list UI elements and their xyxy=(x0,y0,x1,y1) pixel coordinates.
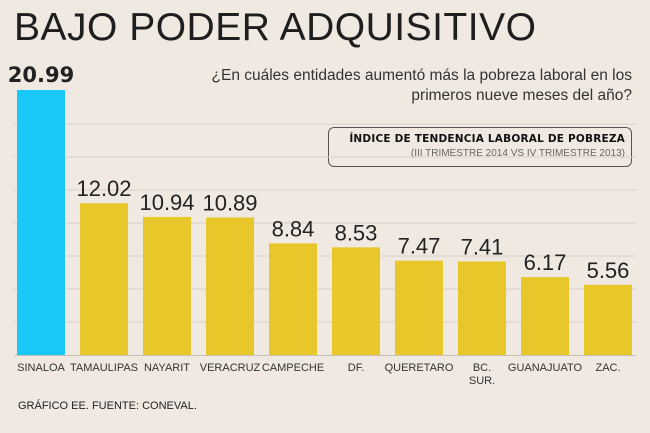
category-label: TAMAULIPAS xyxy=(70,362,138,374)
category-label: VERACRUZ xyxy=(200,362,261,374)
index-subtitle: (III TRIMESTRE 2014 VS IV TRIMESTRE 2013… xyxy=(410,148,625,159)
bar xyxy=(332,247,380,355)
bar xyxy=(80,203,128,355)
bar-value-label: 5.56 xyxy=(587,258,630,283)
bar xyxy=(395,260,443,355)
bar-value-label: 20.99 xyxy=(8,63,74,87)
bar xyxy=(584,284,632,355)
category-label: BC. xyxy=(473,362,491,374)
bar-value-label: 10.89 xyxy=(202,191,257,216)
bar-value-label: 6.17 xyxy=(524,250,567,275)
bar xyxy=(521,277,569,355)
category-label: CAMPECHE xyxy=(262,362,324,374)
bar-value-label: 7.41 xyxy=(461,234,504,259)
category-label: SUR. xyxy=(469,375,495,387)
bar xyxy=(206,217,254,355)
category-label: GUANAJUATO xyxy=(508,362,583,374)
bar-value-label: 10.94 xyxy=(139,190,194,215)
source-note: GRÁFICO EE. FUENTE: CONEVAL. xyxy=(18,400,197,412)
bar xyxy=(269,243,317,355)
bar xyxy=(143,216,191,355)
bar-value-label: 8.53 xyxy=(335,220,378,245)
bar-value-label: 12.02 xyxy=(76,176,131,201)
chart-title: BAJO PODER ADQUISITIVO xyxy=(14,6,537,49)
chart-question: ¿En cuáles entidades aumentó más la pobr… xyxy=(211,67,632,104)
bar xyxy=(17,90,65,355)
category-label: SINALOA xyxy=(17,362,65,374)
bar xyxy=(458,261,506,355)
bar-value-label: 8.84 xyxy=(272,216,315,241)
bar-value-label: 7.47 xyxy=(398,234,441,259)
category-label: DF. xyxy=(348,362,365,374)
index-title: ÍNDICE DE TENDENCIA LABORAL DE POBREZA xyxy=(349,133,625,145)
index-legend-box: ÍNDICE DE TENDENCIA LABORAL DE POBREZA (… xyxy=(328,127,632,167)
category-label: ZAC. xyxy=(595,362,620,374)
category-label: QUERETARO xyxy=(385,362,454,374)
category-label: NAYARIT xyxy=(144,362,190,374)
